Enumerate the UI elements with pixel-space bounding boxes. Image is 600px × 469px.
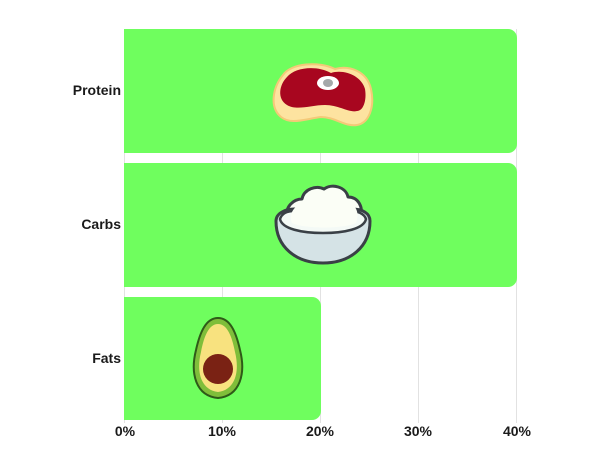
x-tick-40: 40%: [502, 423, 532, 439]
category-label-carbs: Carbs: [81, 216, 121, 232]
category-label-fats: Fats: [92, 350, 121, 366]
plot-area: [124, 29, 517, 423]
steak-icon: [272, 63, 374, 127]
x-tick-20: 20%: [305, 423, 335, 439]
x-tick-10: 10%: [207, 423, 237, 439]
category-label-protein: Protein: [72, 82, 121, 98]
x-tick-0: 0%: [114, 423, 136, 439]
rice-bowl-icon: [274, 184, 372, 265]
x-tick-30: 30%: [403, 423, 433, 439]
avocado-icon: [192, 316, 244, 400]
